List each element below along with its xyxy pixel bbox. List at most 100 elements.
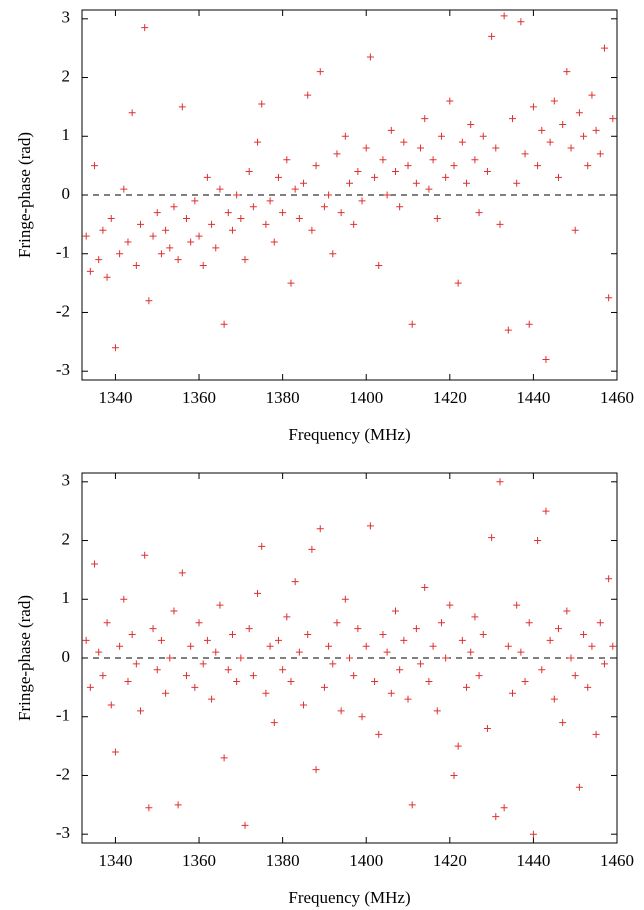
- data-point: [375, 261, 383, 269]
- data-point: [509, 689, 517, 697]
- data-point: [358, 197, 366, 205]
- y-tick-label: 2: [62, 66, 71, 85]
- data-point: [383, 648, 391, 656]
- data-point: [483, 168, 491, 176]
- data-point: [233, 191, 241, 199]
- y-axis-label: Fringe-phase (rad): [15, 595, 34, 721]
- data-point: [571, 672, 579, 680]
- data-point: [233, 677, 241, 685]
- x-tick-label: 1340: [98, 851, 132, 870]
- data-point: [107, 701, 115, 709]
- data-point: [396, 203, 404, 211]
- data-point: [266, 642, 274, 650]
- data-point: [333, 619, 341, 627]
- data-point: [404, 695, 412, 703]
- data-point: [249, 203, 257, 211]
- data-point: [554, 625, 562, 633]
- data-point: [212, 648, 220, 656]
- data-point: [149, 625, 157, 633]
- data-point: [258, 542, 266, 550]
- data-point: [358, 713, 366, 721]
- data-point: [254, 589, 262, 597]
- data-point: [128, 631, 136, 639]
- data-point: [337, 209, 345, 217]
- data-point: [86, 267, 94, 275]
- data-point: [254, 138, 262, 146]
- data-point: [137, 707, 145, 715]
- data-point: [249, 672, 257, 680]
- data-point: [174, 801, 182, 809]
- data-point: [550, 695, 558, 703]
- data-point: [408, 801, 416, 809]
- data-point: [446, 97, 454, 105]
- y-tick-label: 0: [62, 647, 71, 666]
- data-point: [170, 607, 178, 615]
- data-point: [316, 525, 324, 533]
- data-point: [320, 683, 328, 691]
- data-point: [145, 297, 153, 305]
- data-point: [467, 648, 475, 656]
- data-point: [312, 766, 320, 774]
- data-point: [208, 695, 216, 703]
- data-point: [454, 742, 462, 750]
- data-point: [245, 625, 253, 633]
- x-tick-label: 1380: [266, 851, 300, 870]
- data-point: [320, 203, 328, 211]
- data-point: [191, 197, 199, 205]
- data-point: [500, 12, 508, 20]
- data-point: [492, 144, 500, 152]
- data-point: [396, 666, 404, 674]
- data-point: [178, 569, 186, 577]
- data-point: [287, 279, 295, 287]
- data-point: [571, 226, 579, 234]
- data-point: [433, 214, 441, 222]
- data-point: [178, 103, 186, 111]
- data-point: [174, 256, 182, 264]
- y-tick-label: -2: [56, 764, 70, 783]
- data-point: [513, 179, 521, 187]
- data-point: [521, 150, 529, 158]
- data-point: [504, 326, 512, 334]
- x-tick-label: 1380: [266, 388, 300, 407]
- y-axis-label: Fringe-phase (rad): [15, 132, 34, 258]
- data-point: [245, 168, 253, 176]
- data-point: [546, 138, 554, 146]
- data-point: [103, 273, 111, 281]
- data-point: [517, 18, 525, 26]
- x-tick-label: 1420: [433, 851, 467, 870]
- data-point: [270, 719, 278, 727]
- data-point: [467, 121, 475, 129]
- data-point: [471, 613, 479, 621]
- y-tick-label: -1: [56, 706, 70, 725]
- data-point: [350, 672, 358, 680]
- data-point: [362, 642, 370, 650]
- data-point: [354, 168, 362, 176]
- data-point: [291, 578, 299, 586]
- data-point: [421, 584, 429, 592]
- data-point: [141, 24, 149, 32]
- data-point: [208, 220, 216, 228]
- data-point: [421, 115, 429, 123]
- data-point: [442, 654, 450, 662]
- data-point: [458, 138, 466, 146]
- data-point: [220, 754, 228, 762]
- data-point: [166, 244, 174, 252]
- data-point: [479, 631, 487, 639]
- data-point: [91, 560, 99, 568]
- data-point: [137, 220, 145, 228]
- data-point: [203, 636, 211, 644]
- y-tick-label: 3: [62, 471, 71, 490]
- data-point: [538, 666, 546, 674]
- data-point: [542, 507, 550, 515]
- x-axis-label: Frequency (MHz): [288, 425, 410, 444]
- x-tick-label: 1400: [349, 851, 383, 870]
- x-tick-label: 1440: [516, 851, 550, 870]
- data-point: [325, 642, 333, 650]
- data-point: [300, 701, 308, 709]
- data-point: [371, 173, 379, 181]
- data-point: [199, 261, 207, 269]
- data-point: [588, 642, 596, 650]
- data-point: [95, 648, 103, 656]
- data-point: [433, 707, 441, 715]
